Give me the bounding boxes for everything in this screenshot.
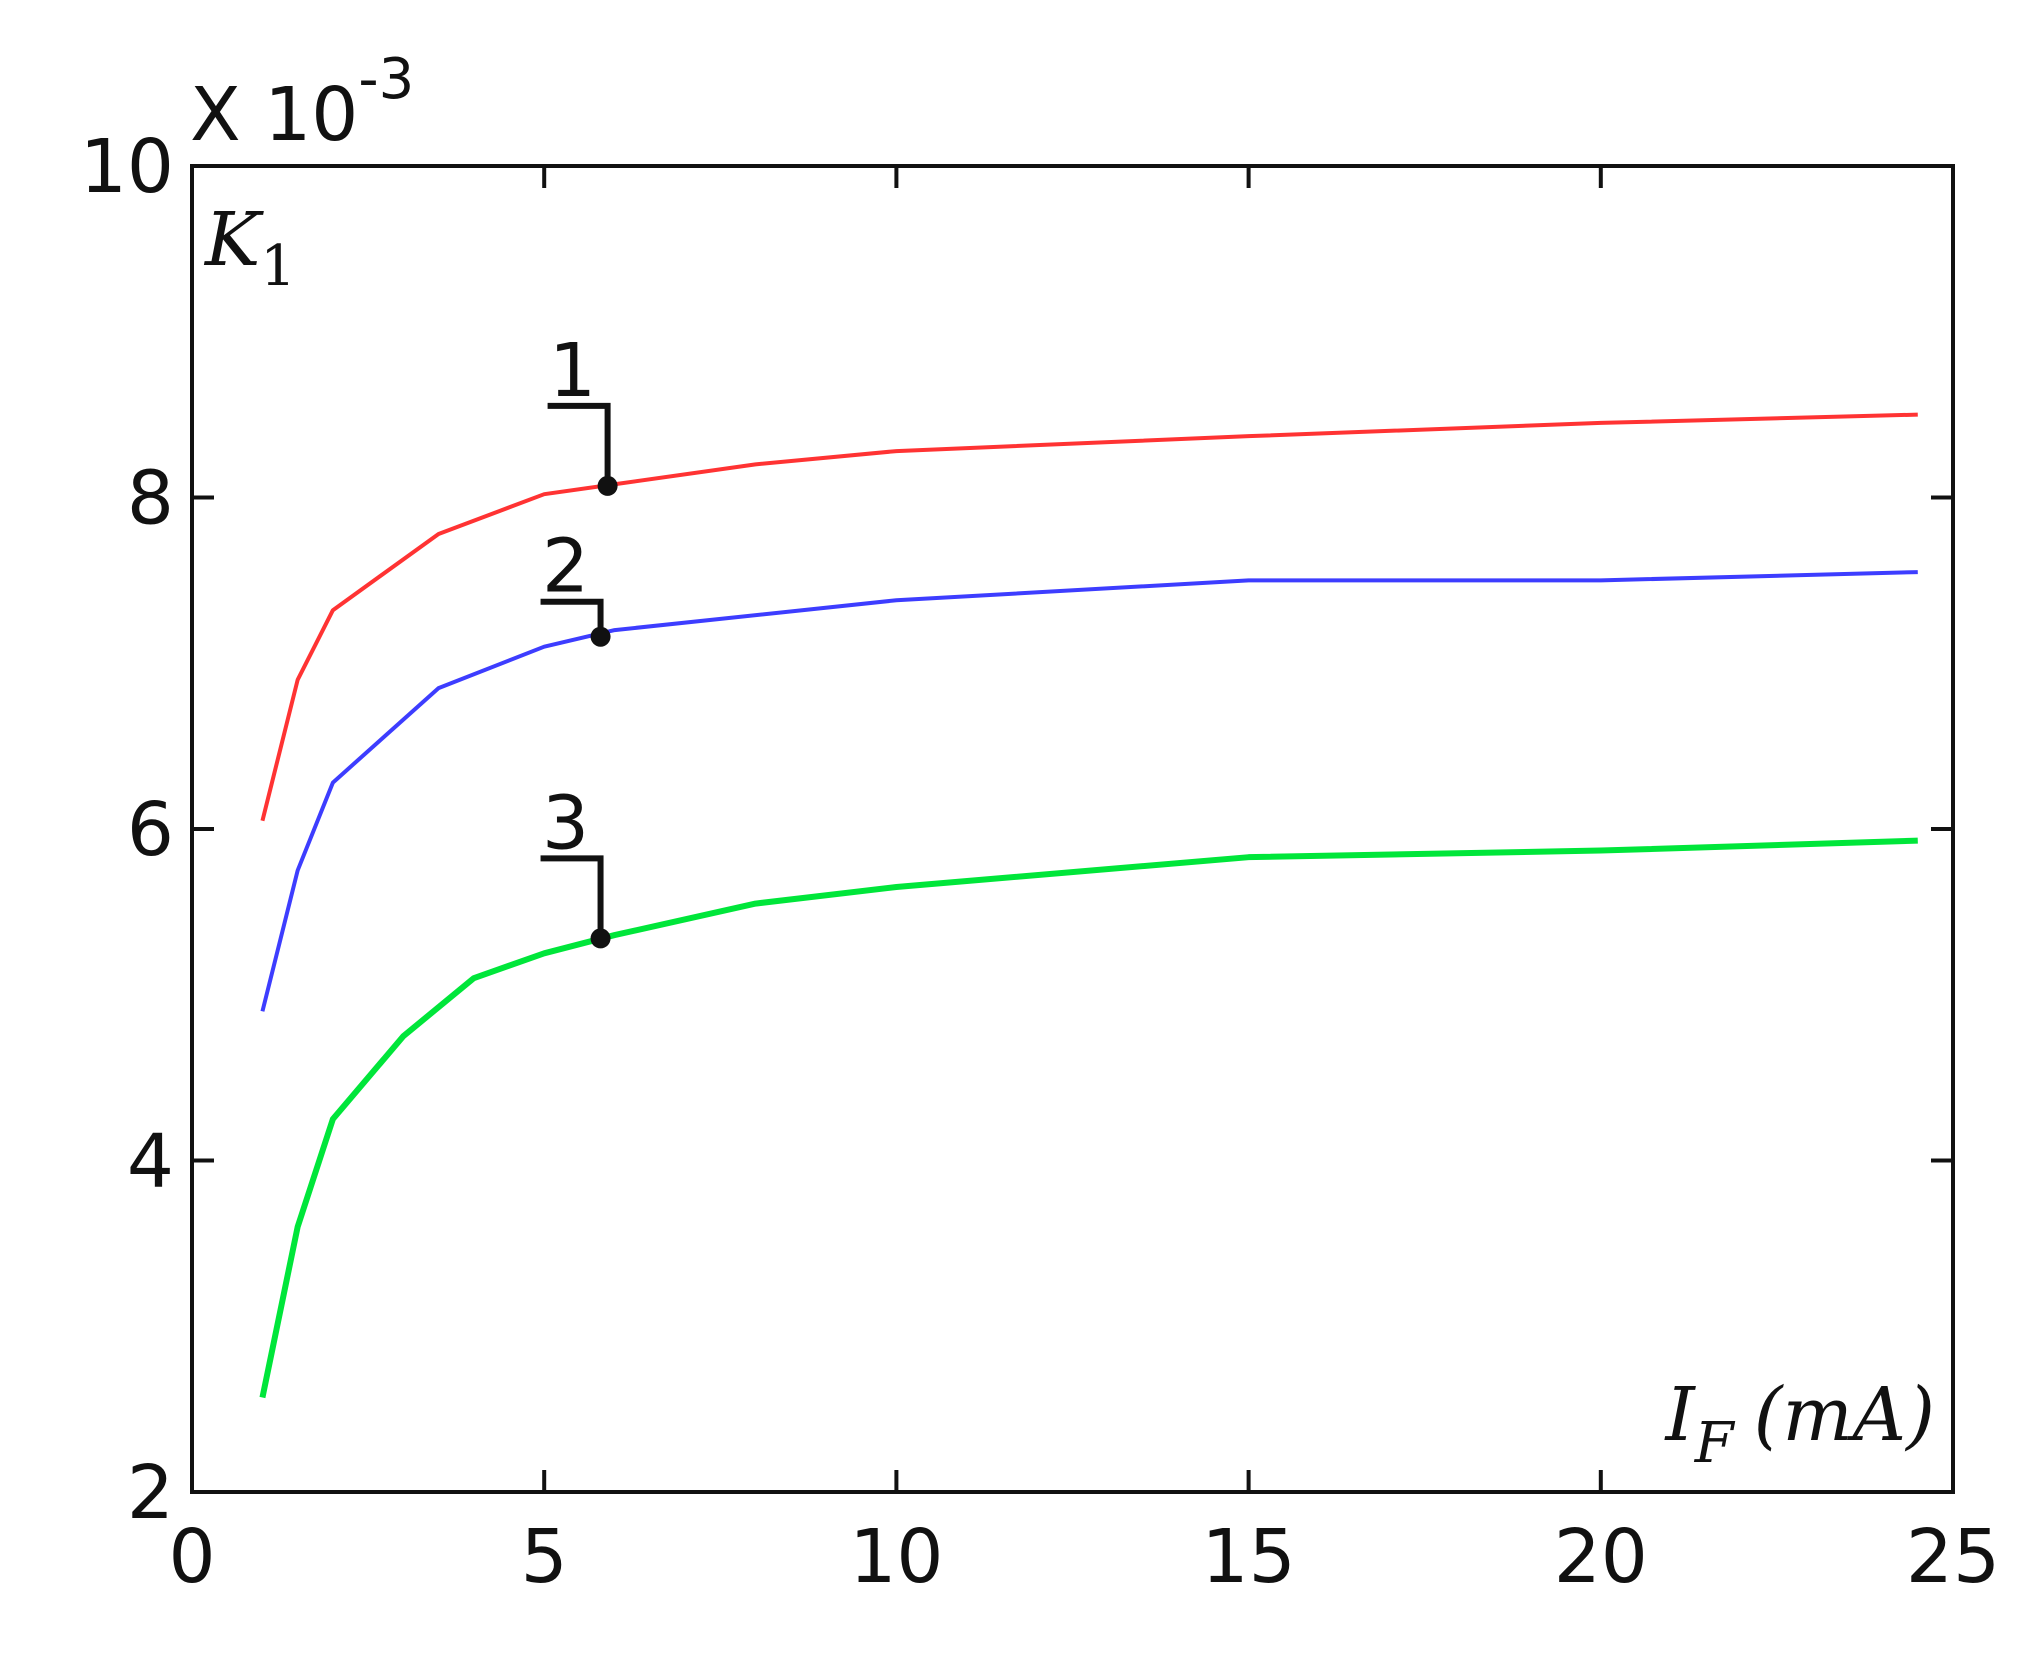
x-label-unit: (mA) [1754,1372,1935,1458]
annotation-label: 3 [542,780,589,866]
y-label-sub: 1 [260,234,296,299]
plot-frame [190,164,1955,1494]
x-tick-label: 0 [168,1514,215,1600]
x-tick-label: 25 [1906,1514,2000,1600]
annotation-point [590,626,611,647]
y-tick-label: 2 [127,1450,174,1536]
x-tick-label: 20 [1554,1514,1648,1600]
x-tick-label: 15 [1202,1514,1296,1600]
x-axis-label: IF (mA) [1664,1372,1935,1476]
annotation-label: 2 [542,524,589,610]
series-line [260,412,1918,822]
x-label-sub: F [1694,1411,1736,1476]
annotation-hook [540,855,604,939]
x-tick-label: 5 [521,1514,568,1600]
x-tick-label: 10 [849,1514,943,1600]
y-axis-label: K1 [203,197,296,299]
y-tick-label: 10 [80,124,174,210]
multiplier-exponent: -3 [358,47,414,112]
y-multiplier: X 10-3 [190,47,414,158]
series-line [259,837,1918,1399]
x-label-main: I [1664,1372,1697,1458]
annotation-point [590,928,611,949]
multiplier-base: X 10 [190,72,358,158]
y-tick-label: 6 [127,787,174,873]
y-tick-label: 4 [127,1119,174,1205]
annotation-hook [547,402,611,486]
y-tick-label: 8 [127,456,174,542]
annotation-label: 1 [549,328,596,414]
annotation-point [597,475,618,496]
series-line [260,570,1918,1012]
annotation-hook [540,598,604,637]
y-label-main: K [203,197,264,283]
